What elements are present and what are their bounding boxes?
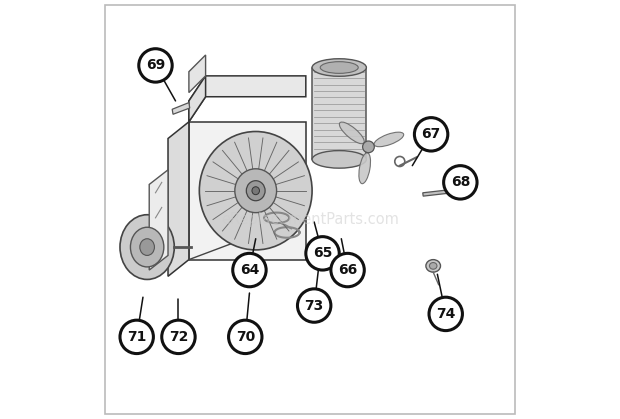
Circle shape	[444, 166, 477, 199]
Text: 65: 65	[313, 246, 332, 260]
Text: 68: 68	[451, 176, 470, 189]
Polygon shape	[189, 76, 206, 122]
Text: 66: 66	[338, 263, 357, 277]
Polygon shape	[189, 76, 306, 122]
Ellipse shape	[130, 227, 164, 267]
Circle shape	[306, 237, 339, 270]
Ellipse shape	[426, 260, 440, 272]
Ellipse shape	[374, 132, 404, 147]
Ellipse shape	[312, 59, 366, 76]
Ellipse shape	[339, 122, 365, 144]
Ellipse shape	[359, 153, 371, 184]
Circle shape	[139, 49, 172, 82]
Ellipse shape	[235, 169, 277, 212]
Circle shape	[429, 297, 463, 331]
Polygon shape	[168, 122, 189, 276]
Polygon shape	[312, 67, 366, 159]
Text: 67: 67	[422, 127, 441, 141]
Text: 72: 72	[169, 330, 188, 344]
Text: eReplacementParts.com: eReplacementParts.com	[221, 212, 399, 228]
Text: 74: 74	[436, 307, 456, 321]
Ellipse shape	[430, 263, 437, 269]
Ellipse shape	[140, 239, 154, 256]
Circle shape	[414, 118, 448, 151]
Text: 64: 64	[240, 263, 259, 277]
Polygon shape	[189, 55, 206, 93]
Ellipse shape	[246, 181, 265, 201]
Text: 70: 70	[236, 330, 255, 344]
Polygon shape	[189, 122, 306, 260]
Circle shape	[298, 289, 331, 322]
Circle shape	[331, 253, 365, 287]
Circle shape	[162, 320, 195, 354]
Ellipse shape	[200, 132, 312, 250]
Polygon shape	[423, 189, 453, 196]
Polygon shape	[149, 170, 168, 270]
Circle shape	[120, 320, 153, 354]
Circle shape	[363, 141, 374, 153]
Text: 69: 69	[146, 58, 165, 72]
Text: 73: 73	[304, 299, 324, 313]
Circle shape	[229, 320, 262, 354]
Circle shape	[232, 253, 266, 287]
Text: 71: 71	[127, 330, 146, 344]
Ellipse shape	[312, 150, 366, 168]
Polygon shape	[172, 103, 190, 114]
Ellipse shape	[321, 62, 358, 73]
Ellipse shape	[120, 215, 174, 279]
Ellipse shape	[252, 187, 259, 195]
